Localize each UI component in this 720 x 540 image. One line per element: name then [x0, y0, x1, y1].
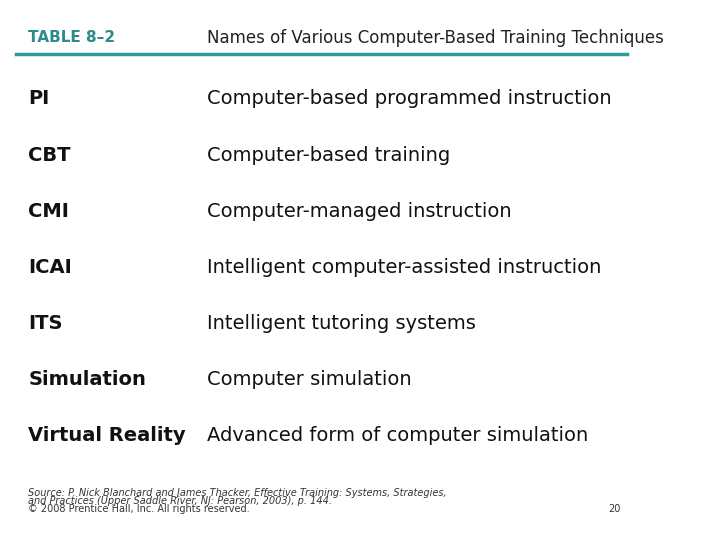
Text: Computer simulation: Computer simulation [207, 370, 411, 389]
Text: 20: 20 [608, 504, 621, 514]
Text: Computer-based programmed instruction: Computer-based programmed instruction [207, 90, 611, 109]
Text: Intelligent computer-assisted instruction: Intelligent computer-assisted instructio… [207, 258, 601, 277]
Text: Source: P. Nick Blanchard and James Thacker, Effective Training: Systems, Strate: Source: P. Nick Blanchard and James Thac… [28, 488, 447, 498]
Text: Simulation: Simulation [28, 370, 146, 389]
Text: ICAI: ICAI [28, 258, 72, 277]
Text: CMI: CMI [28, 202, 69, 221]
Text: Computer-managed instruction: Computer-managed instruction [207, 202, 511, 221]
Text: Names of Various Computer-Based Training Techniques: Names of Various Computer-Based Training… [207, 29, 664, 46]
Text: Virtual Reality: Virtual Reality [28, 426, 186, 445]
Text: © 2008 Prentice Hall, Inc. All rights reserved.: © 2008 Prentice Hall, Inc. All rights re… [28, 504, 250, 514]
Text: Computer-based training: Computer-based training [207, 146, 450, 165]
Text: Advanced form of computer simulation: Advanced form of computer simulation [207, 426, 588, 445]
Text: TABLE 8–2: TABLE 8–2 [28, 30, 115, 45]
Text: CBT: CBT [28, 146, 71, 165]
Text: PI: PI [28, 90, 50, 109]
Text: and Practices (Upper Saddle River, NJ: Pearson, 2003), p. 144.: and Practices (Upper Saddle River, NJ: P… [28, 496, 332, 506]
Text: Intelligent tutoring systems: Intelligent tutoring systems [207, 314, 475, 333]
Text: ITS: ITS [28, 314, 63, 333]
